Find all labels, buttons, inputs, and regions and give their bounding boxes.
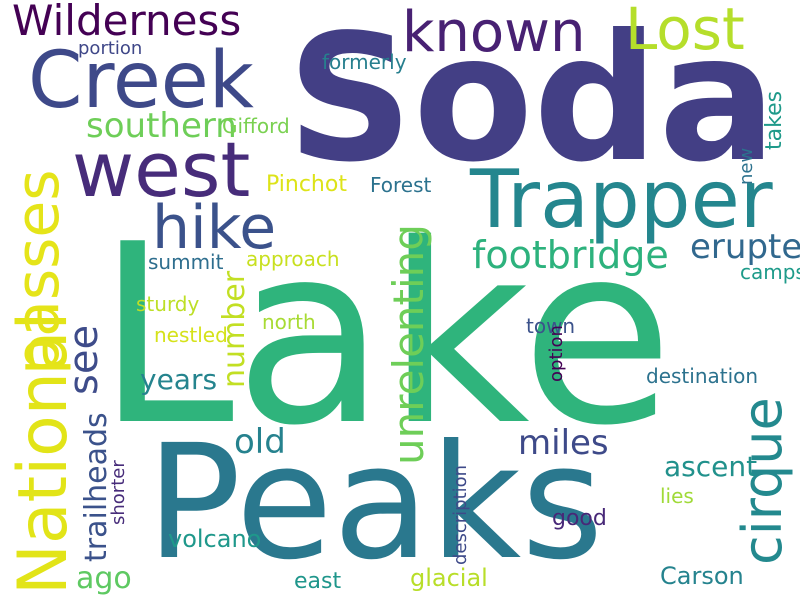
word-forest: southern: [86, 106, 237, 146]
word-creek: Creek: [28, 36, 254, 126]
word-takes: volcano: [168, 525, 262, 553]
word-lies: nestled: [154, 323, 228, 347]
word-portion: passes: [3, 169, 73, 375]
word-formerly: hike: [152, 193, 277, 263]
word-miles: number: [217, 270, 252, 388]
word-nestled: Forest: [370, 173, 432, 197]
word-sturdy: Pinchot: [266, 172, 347, 197]
word-southern: cirque: [731, 397, 794, 565]
word-unrelenting: description: [450, 464, 471, 565]
word-trapper: Trapper: [470, 153, 773, 246]
word-east: years: [140, 363, 218, 396]
word-years: summit: [148, 250, 224, 274]
word-good: town: [526, 314, 576, 338]
word-wilderness: Wilderness: [12, 0, 242, 45]
word-peaks: Peaks: [146, 411, 604, 595]
word-cirque: lies: [660, 484, 694, 508]
word-see: ascent: [664, 450, 758, 483]
word-ago: option: [546, 325, 567, 382]
word-old: campsites: [740, 260, 800, 284]
word-trailheads: ago: [76, 561, 132, 596]
word-lake: Lake: [96, 192, 674, 480]
word-pinchot: unrelenting: [384, 224, 433, 465]
word-erupted: formerly: [322, 50, 407, 74]
word-campsites: new: [736, 147, 757, 185]
word-gifford: see: [61, 324, 107, 395]
word-shorter: east: [294, 569, 342, 594]
word-volcano: north: [262, 310, 316, 334]
word-known: known: [402, 0, 586, 65]
word-summit: portion: [78, 38, 143, 59]
word-description: glacial: [410, 564, 488, 592]
word-new: good: [552, 506, 607, 531]
word-footbridge: Gifford: [222, 114, 290, 138]
word-lost: Lost: [625, 0, 745, 63]
word-ascent: sturdy: [136, 292, 200, 316]
word-number: shorter: [108, 460, 129, 525]
word-approach: takes: [762, 90, 787, 150]
word-carson: old: [234, 422, 286, 462]
word-north: footbridge: [472, 233, 669, 277]
word-destination: approach: [246, 247, 340, 271]
word-town: erupted: [690, 227, 800, 267]
word-national: miles: [518, 423, 609, 463]
word-option: Carson: [660, 562, 744, 590]
word-west: west: [72, 125, 251, 214]
word-soda: Soda: [287, 0, 777, 201]
word-glacial: destination: [646, 364, 759, 388]
